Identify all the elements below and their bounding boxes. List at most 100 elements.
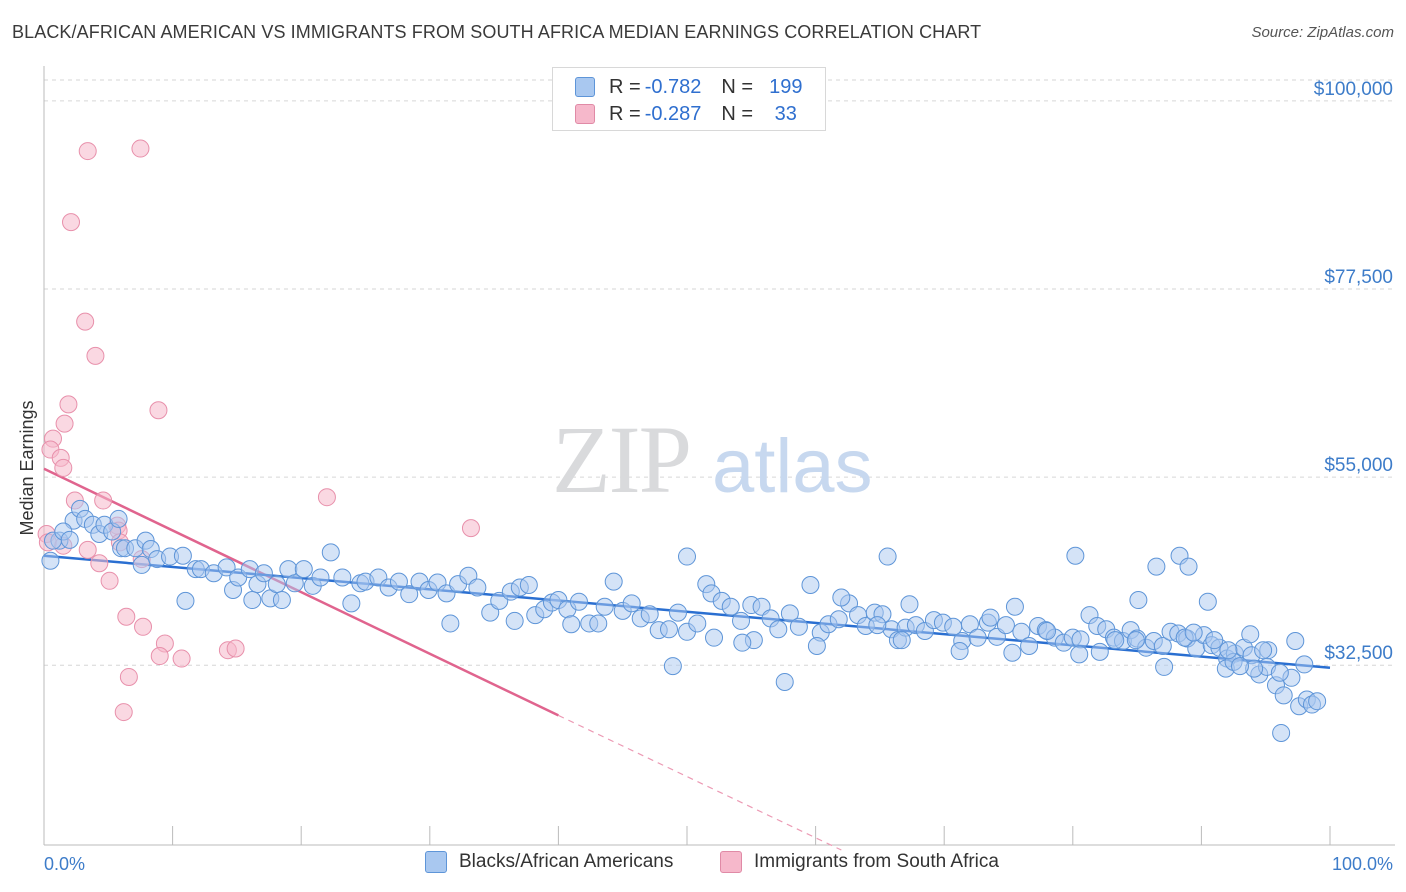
bottom-legend-item-pink: Immigrants from South Africa <box>720 851 999 873</box>
blue-point <box>1179 557 1198 576</box>
bottom-legend: Blacks/African Americans Immigrants from… <box>0 851 1406 879</box>
blue-point <box>663 657 682 676</box>
blue-point <box>1286 632 1305 650</box>
pink-point <box>90 554 109 573</box>
blue-point <box>321 543 340 562</box>
blue-point <box>1147 557 1166 576</box>
blue-point <box>732 611 751 630</box>
blue-point <box>562 615 581 634</box>
blue-point <box>333 568 352 587</box>
pink-point <box>119 667 138 686</box>
blue-point <box>1070 645 1089 664</box>
blue-point <box>1274 686 1293 705</box>
blue-point <box>789 617 808 636</box>
blue-point <box>832 588 851 607</box>
blue-point <box>272 591 291 610</box>
blue-point <box>285 574 304 593</box>
blue-point <box>968 628 987 647</box>
blue-point <box>109 509 128 528</box>
pink-point <box>86 346 105 365</box>
blue-points <box>41 499 1327 742</box>
blue-point <box>217 558 236 577</box>
legend-r-label: R = <box>609 75 641 98</box>
blue-point <box>801 575 820 594</box>
bottom-legend-label: Immigrants from South Africa <box>754 851 999 872</box>
pink-trend-line <box>43 467 559 717</box>
blue-point <box>1198 592 1217 611</box>
blue-point <box>267 575 286 594</box>
blue-point <box>243 591 262 610</box>
blue-point <box>176 591 195 610</box>
blue-point <box>705 628 724 647</box>
blue-point <box>900 595 919 614</box>
legend-n-label: N = <box>721 102 754 125</box>
legend-n-value: 199 <box>769 75 803 98</box>
blue-point <box>640 605 659 624</box>
y-tick-label: $55,000 <box>1324 455 1393 476</box>
blue-point <box>996 616 1015 635</box>
blue-point <box>1012 622 1031 641</box>
blue-point <box>569 592 588 611</box>
legend-row-blue: R = -0.782 N = 199 <box>575 75 802 99</box>
legend-r-value: -0.782 <box>644 75 702 98</box>
pink-point <box>226 639 245 658</box>
blue-point <box>659 620 678 639</box>
blue-point <box>1126 631 1145 650</box>
blue-point <box>678 547 696 566</box>
blue-point <box>389 572 408 591</box>
y-tick-label: $100,000 <box>1314 79 1393 100</box>
pink-point <box>94 491 113 510</box>
pink-point <box>76 312 95 331</box>
legend-swatch-pink <box>575 104 595 124</box>
watermark-zip: ZIP <box>552 406 690 513</box>
blue-point <box>1270 663 1289 682</box>
blue-point <box>1308 692 1327 711</box>
blue-point <box>1020 637 1039 656</box>
blue-point <box>132 555 151 574</box>
blue-point <box>807 637 826 656</box>
legend-swatch-blue <box>575 77 595 97</box>
source-label: Source: ZipAtlas.com <box>1251 24 1394 41</box>
pink-point <box>78 540 97 559</box>
blue-point <box>878 547 897 566</box>
blue-point <box>892 631 911 650</box>
pink-points <box>37 139 480 722</box>
x-tick-label: 100.0% <box>1332 854 1393 874</box>
blue-point <box>342 594 361 613</box>
bottom-legend-swatch-pink <box>720 851 742 873</box>
blue-point <box>1066 546 1085 565</box>
blue-point <box>868 616 887 635</box>
x-tick-label: 0.0% <box>44 854 85 874</box>
blue-point <box>173 546 192 565</box>
pink-point <box>62 213 81 232</box>
pink-trend <box>43 467 842 851</box>
pink-point <box>55 414 74 433</box>
pink-trend-extension <box>558 714 842 851</box>
blue-point <box>1254 641 1273 660</box>
pink-point <box>100 571 119 590</box>
blue-point <box>769 620 788 639</box>
bottom-legend-item-blue: Blacks/African Americans <box>425 851 673 873</box>
y-tick-labels: $100,000 $77,500 $55,000 $32,500 <box>1314 79 1393 664</box>
legend-n-label: N = <box>721 75 754 98</box>
blue-point <box>950 642 969 661</box>
y-axis-title: Median Earnings <box>17 400 37 535</box>
blue-point <box>505 611 524 630</box>
blue-point <box>1038 621 1057 640</box>
legend-n-value: 33 <box>769 102 797 125</box>
blue-point <box>960 615 979 634</box>
blue-point <box>1071 630 1090 649</box>
blue-point <box>595 597 614 616</box>
y-tick-label: $32,500 <box>1324 643 1393 664</box>
chart-title: BLACK/AFRICAN AMERICAN VS IMMIGRANTS FRO… <box>12 22 982 42</box>
bottom-legend-label: Blacks/African Americans <box>459 851 674 872</box>
blue-point <box>1129 591 1148 610</box>
blue-point <box>41 551 60 570</box>
blue-point <box>1241 625 1260 644</box>
blue-point <box>1003 643 1022 662</box>
watermark-atlas: atlas <box>712 424 873 509</box>
x-tick-labels: 0.0% 100.0% <box>44 854 1393 874</box>
blue-point <box>622 594 641 613</box>
blue-point <box>519 575 538 594</box>
blue-point <box>668 603 687 622</box>
